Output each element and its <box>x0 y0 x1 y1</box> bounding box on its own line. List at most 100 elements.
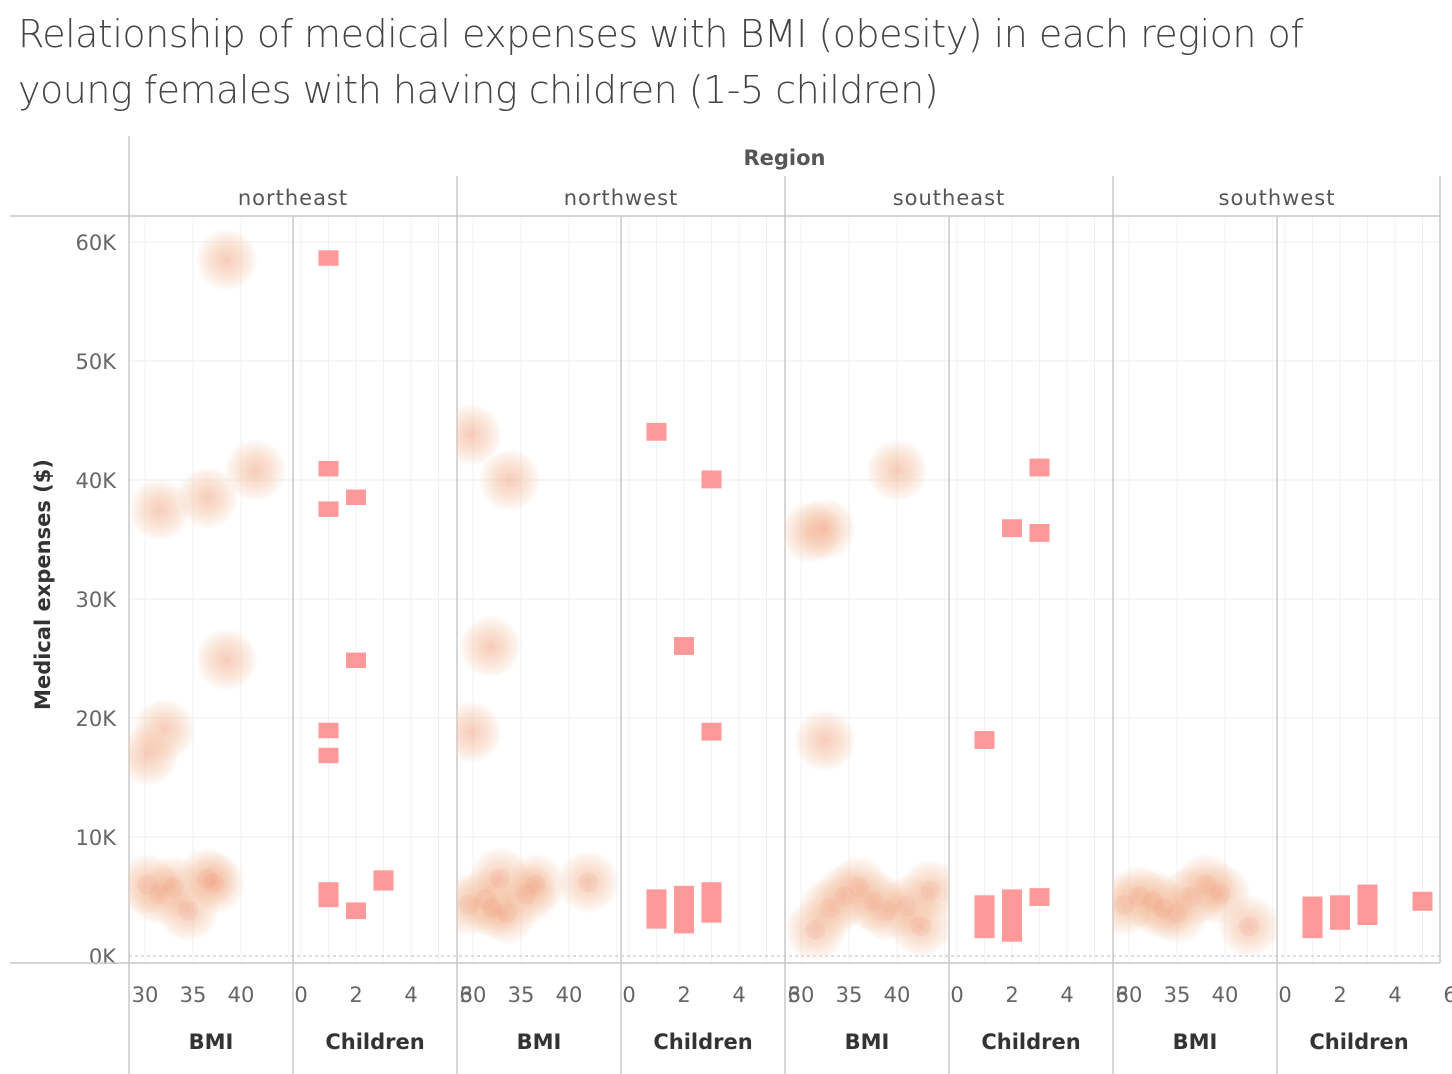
bmi-density-point <box>504 853 567 916</box>
bmi-density-core <box>163 876 184 897</box>
children-bar <box>318 722 339 739</box>
x-tick-label: 0 <box>950 983 963 1007</box>
y-tick-label: 20K <box>76 707 118 731</box>
children-bar <box>1302 896 1323 939</box>
children-bar <box>318 882 339 908</box>
bmi-density-core <box>489 868 510 889</box>
bmi-density-point <box>866 439 928 502</box>
children-bar <box>346 652 366 669</box>
children-bar <box>1330 895 1350 930</box>
bmi-density-point <box>794 709 856 772</box>
bmi-density-core <box>1181 886 1202 907</box>
x-tick-label: 2 <box>349 983 362 1007</box>
bmi-density-point <box>899 859 949 922</box>
bmi-density-core <box>482 897 503 918</box>
children-bar <box>1002 519 1022 538</box>
children-bar <box>974 731 995 749</box>
children-bar <box>674 885 694 934</box>
chart-title-line1: Relationship of medical expenses with BM… <box>18 12 1304 56</box>
y-tick-label: 40K <box>76 469 118 493</box>
bmi-density-core <box>819 898 840 919</box>
column-header: Region <box>743 146 825 170</box>
bmi-density-point <box>1218 895 1277 958</box>
x-tick-label: 30 <box>460 983 487 1007</box>
x-tick-label: 4 <box>1060 983 1073 1007</box>
chart-title: Relationship of medical expenses with BM… <box>18 6 1438 118</box>
children-bar <box>1029 888 1050 907</box>
bmi-density-core <box>136 874 157 895</box>
bmi-density-core <box>178 900 199 921</box>
y-tick-label: 0K <box>89 945 117 969</box>
bmi-density-core <box>1195 874 1216 895</box>
x-tick-label: 4 <box>732 983 745 1007</box>
bmi-density-core <box>896 896 917 917</box>
x-tick-label: 0 <box>294 983 307 1007</box>
region-label-southeast: southeast <box>893 186 1006 210</box>
x-tick-label: 40 <box>228 983 255 1007</box>
bmi-density-point <box>176 466 239 529</box>
x-tick-label: 40 <box>556 983 583 1007</box>
x-tick-label: 30 <box>1116 983 1143 1007</box>
bmi-density-core <box>1152 898 1173 919</box>
chart-title-line2: young females with having children (1-5 … <box>18 68 939 112</box>
bmi-density-core <box>863 891 883 912</box>
children-bar <box>701 722 722 741</box>
children-bar <box>346 902 366 920</box>
x-tick-label: 35 <box>180 983 207 1007</box>
bmi-density-core <box>197 868 218 889</box>
x-tick-label: 2 <box>1005 983 1018 1007</box>
x-tick-label: 0 <box>1278 983 1291 1007</box>
bmi-density-core <box>911 916 931 937</box>
x-tick-label: 6 <box>459 983 472 1007</box>
x-tick-label: 2 <box>677 983 690 1007</box>
bmi-density-core <box>525 874 546 895</box>
bmi-density-core <box>1143 891 1163 912</box>
children-bar <box>373 870 394 891</box>
children-bar <box>1029 524 1050 542</box>
bmi-density-point <box>129 478 191 541</box>
bmi-density-core <box>515 884 536 905</box>
bmi-density-point <box>557 851 620 914</box>
children-bar <box>701 882 722 923</box>
bmi-density-core <box>149 884 170 905</box>
x-tick-label: 30 <box>788 983 815 1007</box>
x-axis-label-children: Children <box>1309 1030 1408 1054</box>
children-bar <box>646 889 667 929</box>
x-axis-label-bmi: BMI <box>1173 1030 1218 1054</box>
x-tick-label: 35 <box>508 983 535 1007</box>
bmi-density-core <box>496 903 517 924</box>
bmi-density-core <box>1114 894 1135 915</box>
children-bar <box>318 250 339 266</box>
region-label-southwest: southwest <box>1219 186 1336 210</box>
y-tick-label: 10K <box>76 826 118 850</box>
x-tick-label: 0 <box>622 983 635 1007</box>
y-axis-label: Medical expenses ($) <box>31 459 55 710</box>
x-tick-label: 40 <box>884 983 911 1007</box>
bmi-density-point <box>129 723 179 786</box>
children-bar <box>318 460 339 477</box>
bmi-density-core <box>920 880 941 901</box>
x-tick-label: 4 <box>404 983 417 1007</box>
x-tick-label: 6 <box>787 983 800 1007</box>
x-tick-label: 30 <box>132 983 159 1007</box>
bmi-density-core <box>458 894 479 915</box>
children-bar <box>1357 884 1378 926</box>
x-tick-label: 35 <box>1164 983 1191 1007</box>
children-bar <box>674 637 694 655</box>
bmi-density-core <box>1210 884 1231 905</box>
bmi-density-core <box>834 886 855 907</box>
y-tick-label: 30K <box>76 588 118 612</box>
bmi-density-point <box>195 228 258 291</box>
children-bar <box>1412 891 1433 911</box>
children-bar <box>346 489 366 505</box>
bmi-density-point <box>224 439 287 502</box>
region-label-northwest: northwest <box>564 186 679 210</box>
children-bar <box>318 501 339 517</box>
x-tick-label: 4 <box>1388 983 1401 1007</box>
x-axis-label-children: Children <box>981 1030 1080 1054</box>
x-tick-label: 40 <box>1212 983 1239 1007</box>
y-tick-label: 60K <box>76 231 118 255</box>
bmi-density-point <box>195 628 258 691</box>
children-bar <box>1029 458 1050 477</box>
